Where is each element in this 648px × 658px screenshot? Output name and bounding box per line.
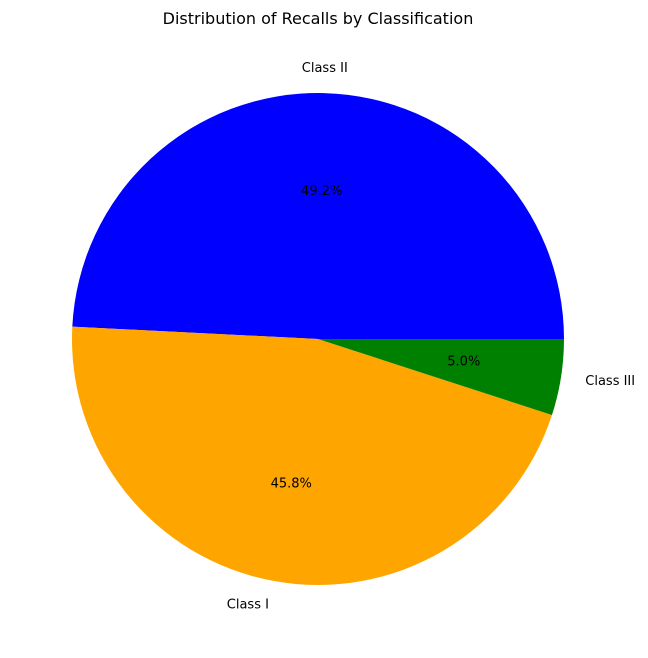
slice-label-class-ii: Class II bbox=[302, 61, 348, 76]
slice-percent-class-i: 45.8% bbox=[271, 477, 312, 492]
pie-slices bbox=[72, 93, 565, 585]
slice-label-class-iii: Class III bbox=[585, 374, 635, 389]
chart-title: Distribution of Recalls by Classificatio… bbox=[163, 9, 474, 28]
pie-slice-class-iii bbox=[318, 339, 564, 416]
slice-percent-class-iii: 5.0% bbox=[447, 355, 480, 370]
slice-percent-class-ii: 49.2% bbox=[301, 184, 342, 199]
slice-label-class-i: Class I bbox=[227, 598, 269, 613]
pie-slice-class-ii bbox=[72, 93, 565, 339]
pie-slice-class-i bbox=[72, 326, 552, 585]
pie-labels: Class II 49.2% Class I 45.8% Class III 5.0% bbox=[227, 61, 635, 613]
